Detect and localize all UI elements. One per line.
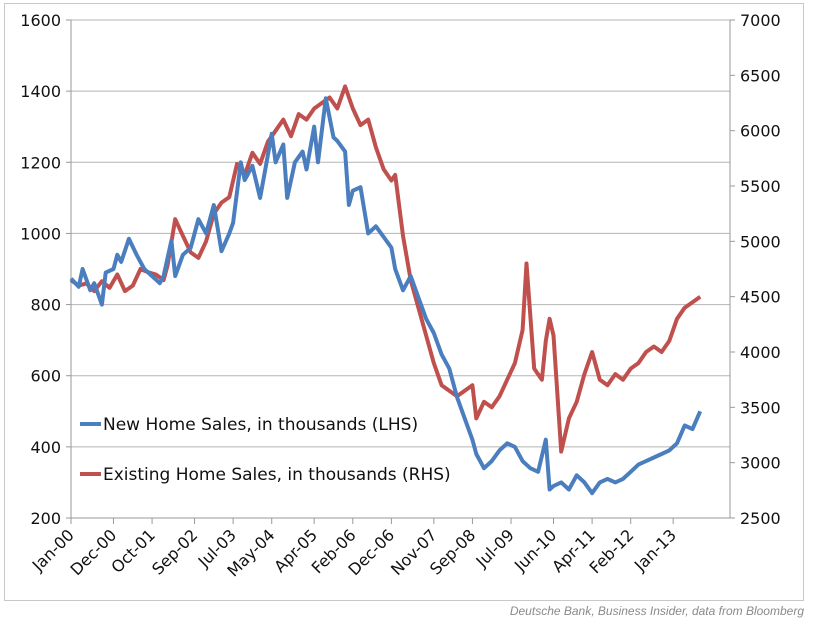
x-tick-label: Jul-09 bbox=[472, 525, 518, 571]
y-left-tick-label: 200 bbox=[30, 509, 61, 528]
y-right-tick-label: 3500 bbox=[740, 398, 781, 417]
legend-label-existing-home-sales: Existing Home Sales, in thousands (RHS) bbox=[103, 465, 451, 485]
y-left-tick-label: 1200 bbox=[20, 153, 61, 172]
axes: 200 400 600 800 1000 1200 1400 1600 2500 3000 3500… bbox=[20, 11, 780, 581]
y-left-tick-label: 1400 bbox=[20, 82, 61, 101]
y-right-tick-label: 4500 bbox=[740, 288, 781, 307]
legend: New Home Sales, in thousands (LHS) Exist… bbox=[80, 415, 451, 485]
y-left-tick-label: 400 bbox=[30, 438, 61, 457]
chart-frame bbox=[4, 3, 804, 601]
y-left-tick-label: 1600 bbox=[20, 11, 61, 30]
y-right-tick-label: 6000 bbox=[740, 122, 781, 141]
y-right-tick-label: 4000 bbox=[740, 343, 781, 362]
y-right-tick-label: 6500 bbox=[740, 66, 781, 85]
gridlines bbox=[71, 19, 730, 448]
y-left-tick-label: 800 bbox=[30, 296, 61, 315]
source-note: Deutsche Bank, Business Insider, data fr… bbox=[509, 604, 804, 618]
y-right-tick-label: 2500 bbox=[740, 509, 781, 528]
x-tick-label: Dec-00 bbox=[66, 525, 120, 579]
x-tick-label: Jan-13 bbox=[630, 525, 680, 575]
y-right-tick-label: 5500 bbox=[740, 177, 781, 196]
y-right-tick-label: 7000 bbox=[740, 11, 781, 30]
existing-home-sales-line bbox=[69, 84, 702, 454]
y-left-tick-label: 600 bbox=[30, 367, 61, 386]
x-tick-label: Feb-12 bbox=[586, 525, 638, 577]
series-lines bbox=[69, 84, 703, 496]
y-right-tick-label: 5000 bbox=[740, 232, 781, 251]
y-left-tick-label: 1000 bbox=[20, 224, 61, 243]
y-right-tick-label: 3000 bbox=[740, 454, 781, 473]
x-tick-label: Sep-02 bbox=[148, 525, 201, 578]
new-home-sales-line bbox=[69, 96, 703, 496]
legend-label-new-home-sales: New Home Sales, in thousands (LHS) bbox=[103, 415, 418, 435]
